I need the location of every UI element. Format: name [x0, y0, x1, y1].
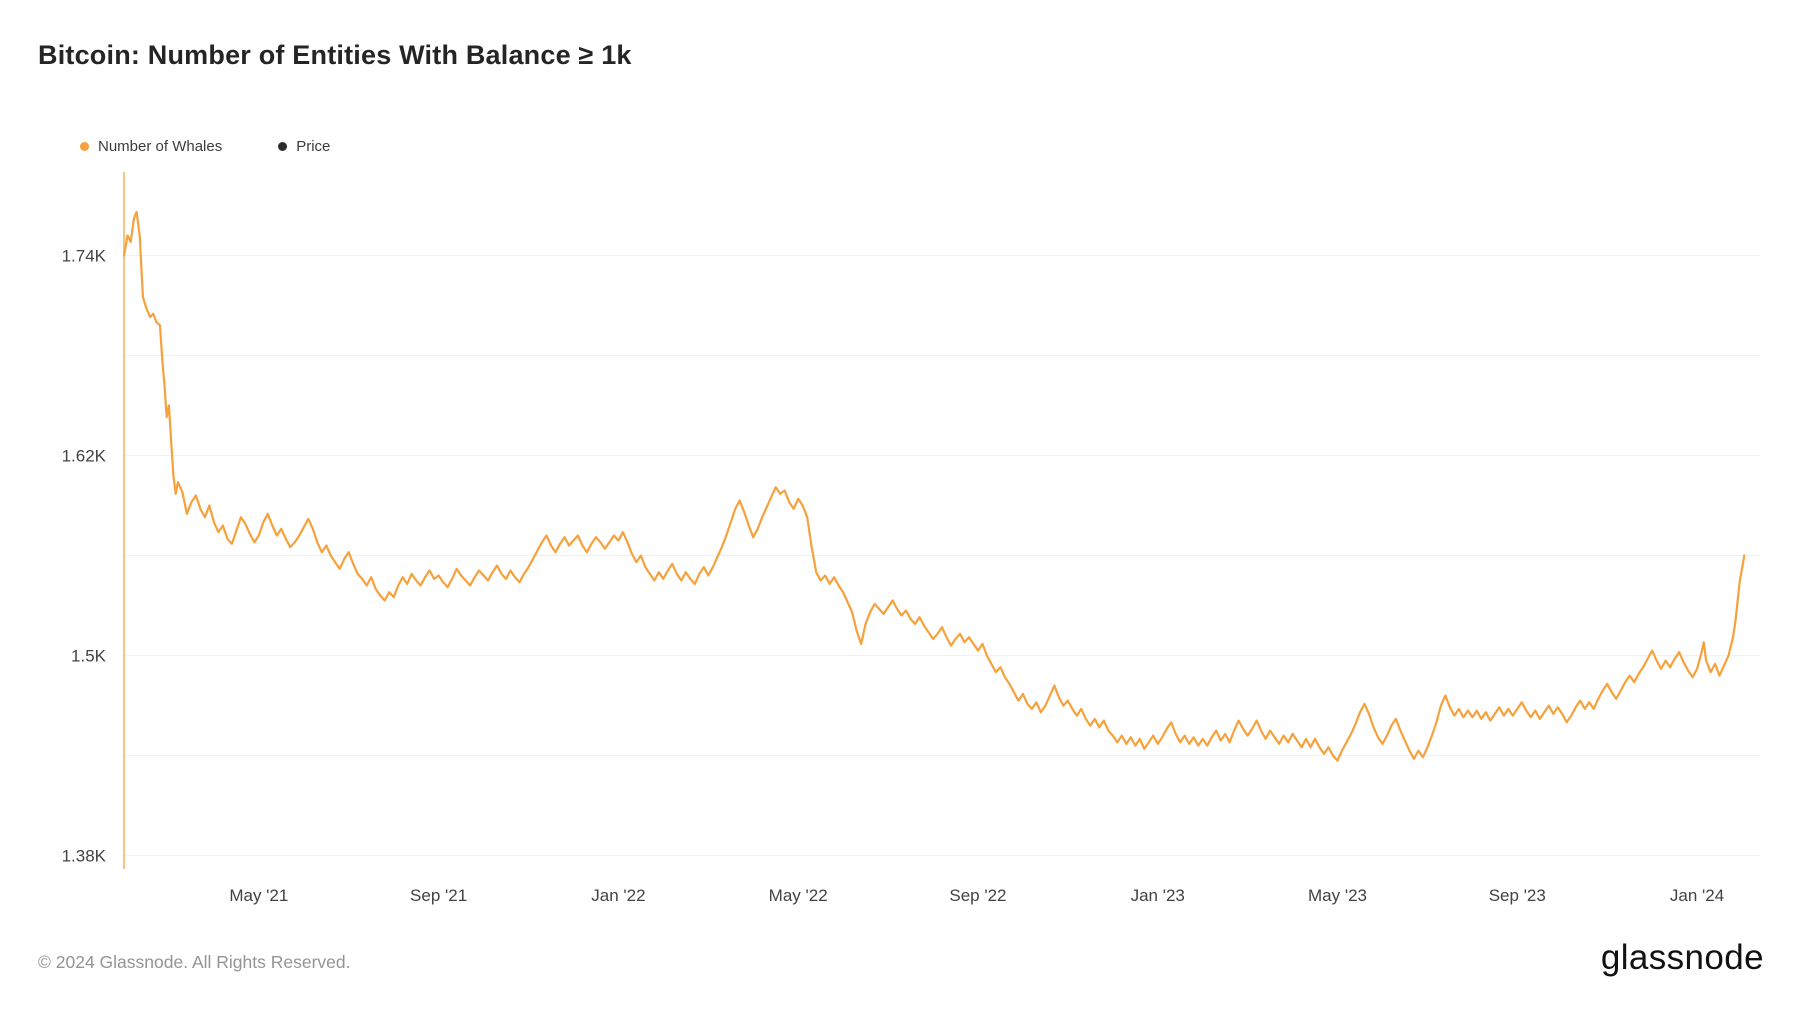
- x-tick-label: Sep '23: [1489, 886, 1546, 905]
- x-tick-label: Jan '24: [1670, 886, 1724, 905]
- y-tick-label: 1.74K: [62, 246, 107, 265]
- y-tick-label: 1.38K: [62, 847, 107, 866]
- x-tick-label: May '22: [769, 886, 828, 905]
- glassnode-logo[interactable]: glassnode: [1600, 938, 1764, 977]
- whales-legend-dot-icon: [80, 142, 89, 151]
- legend-item-number-of-whales[interactable]: Number of Whales: [80, 138, 222, 155]
- x-tick-label: Jan '22: [591, 886, 645, 905]
- legend-label-whales: Number of Whales: [98, 138, 223, 155]
- x-tick-label: Sep '21: [410, 886, 467, 905]
- y-tick-label: 1.5K: [71, 647, 107, 666]
- legend-label-price: Price: [296, 138, 331, 155]
- legend-item-price[interactable]: Price: [278, 138, 330, 155]
- price-legend-dot-icon: [278, 142, 288, 151]
- page-title: Bitcoin: Number of Entities With Balance…: [38, 40, 632, 70]
- x-tick-label: Jan '23: [1131, 886, 1185, 905]
- y-tick-label: 1.62K: [62, 446, 107, 465]
- whales-line-series[interactable]: [122, 210, 1746, 762]
- x-tick-label: May '23: [1308, 886, 1367, 905]
- x-tick-label: May '21: [229, 886, 288, 905]
- x-tick-label: Sep '22: [949, 886, 1006, 905]
- chart-legend: Number of Whales Price: [80, 138, 330, 155]
- copyright-text: © 2024 Glassnode. All Rights Reserved.: [38, 952, 351, 972]
